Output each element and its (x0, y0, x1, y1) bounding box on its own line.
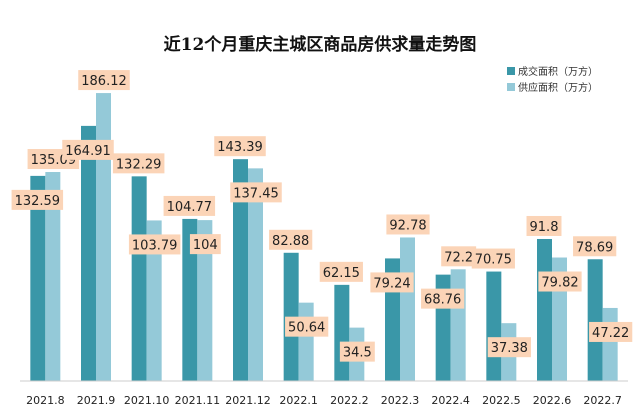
x-tick-2021.12: 2021.12 (225, 394, 271, 407)
x-tick-2021.9: 2021.9 (77, 394, 116, 407)
data-label-supply-2021.9-bg (78, 70, 130, 91)
bar-transaction-2022.5 (486, 271, 502, 381)
data-label-supply-2022.6: 79.82 (541, 276, 578, 291)
data-label-transaction-2022.2-bg (319, 261, 363, 282)
bar-supply-2021.9 (96, 93, 111, 381)
data-label-supply-2021.11-bg (189, 234, 221, 255)
bar-supply-2022.1 (298, 302, 314, 381)
data-label-transaction-2021.9-bg (62, 139, 114, 160)
legend-label-supply: 供应面积（万方） (518, 81, 598, 94)
data-label-transaction-2022.3-bg (370, 272, 414, 293)
x-tick-2022.1: 2022.1 (279, 394, 318, 407)
bar-transaction-2021.9 (81, 125, 96, 381)
data-label-supply-2021.12: 137.45 (233, 186, 279, 201)
x-axis-ticks: 2021.8 2021.9 2021.10 2021.11 2021.12 2022.1 2… (26, 394, 622, 407)
data-label-transaction-2022.2: 62.15 (323, 266, 360, 281)
data-label-supply-2022.1: 50.64 (288, 321, 325, 336)
data-label-supply-2022.7: 47.22 (592, 326, 629, 341)
data-label-transaction-2022.5-bg (471, 248, 515, 269)
legend-swatch-transaction (507, 67, 515, 75)
data-label-transaction-2021.12: 143.39 (217, 140, 263, 155)
data-label-transaction-2022.1: 82.88 (272, 234, 309, 249)
data-label-supply-2022.6-bg (538, 271, 582, 292)
data-label-transaction-2022.6-bg (526, 215, 562, 236)
x-tick-2022.5: 2022.5 (482, 394, 521, 407)
data-label-supply-2022.1-bg (285, 316, 329, 337)
bar-transaction-2021.8 (30, 175, 46, 381)
data-label-transaction-2021.9: 164.91 (65, 144, 111, 159)
x-tick-2021.8: 2021.8 (26, 394, 65, 407)
chart-title: 近12个月重庆主城区商品房供求量走势图 (164, 34, 477, 55)
data-label-supply-2021.12-bg (230, 182, 282, 203)
data-label-transaction-2022.7-bg (573, 236, 617, 257)
data-label-supply-2022.5-bg (487, 337, 531, 358)
x-tick-2022.2: 2022.2 (330, 394, 369, 407)
data-label-supply-2021.10-bg (128, 234, 181, 255)
bar-supply-2021.12 (248, 168, 263, 381)
data-label-transaction-2022.4: 68.76 (424, 293, 461, 308)
bar-supply-2021.11 (197, 220, 213, 381)
bar-transaction-2021.10 (131, 176, 147, 381)
data-label-supply-2022.4-bg (441, 246, 477, 267)
data-label-supply-2022.4: 72.2 (444, 250, 473, 265)
x-tick-2022.3: 2022.3 (381, 394, 420, 407)
x-tick-2022.7: 2022.7 (583, 394, 622, 407)
data-label-supply-2021.11: 104 (193, 238, 218, 253)
data-label-supply-2022.2-bg (339, 341, 375, 362)
data-label-transaction-2022.6: 91.8 (530, 220, 559, 235)
bar-transaction-2022.7 (587, 259, 603, 381)
legend-label-transaction: 成交面积（万方） (518, 65, 598, 78)
data-label-supply-2022.3-bg (386, 214, 430, 235)
data-label-supply-2022.2: 34.5 (343, 346, 372, 361)
bar-supply-2022.3 (400, 237, 415, 381)
x-tick-2021.10: 2021.10 (124, 394, 170, 407)
data-label-transaction-2021.12-bg (214, 136, 266, 157)
data-labels: 132.59135.09164.91186.12132.29103.79104.… (11, 70, 633, 362)
x-tick-2021.11: 2021.11 (175, 394, 221, 407)
data-label-supply-2021.10: 103.79 (132, 238, 178, 253)
x-tick-2022.4: 2022.4 (431, 394, 470, 407)
legend: 成交面积（万方） 供应面积（万方） (507, 65, 598, 94)
data-label-transaction-2021.8: 132.59 (15, 194, 61, 209)
bar-transaction-2022.6 (537, 238, 552, 381)
data-label-supply-2021.9: 186.12 (81, 74, 127, 89)
legend-swatch-supply (507, 83, 515, 91)
bar-transaction-2021.11 (182, 218, 198, 381)
bar-supply-2022.4 (450, 269, 466, 381)
data-label-transaction-2021.8-bg (11, 189, 64, 210)
bar-transaction-2022.2 (334, 284, 350, 381)
data-label-transaction-2022.4-bg (421, 288, 465, 309)
data-label-transaction-2021.11: 104.77 (167, 200, 213, 215)
data-label-transaction-2021.10-bg (112, 153, 165, 174)
bar-supply-2021.8 (45, 172, 61, 381)
bar-supply-2021.10 (146, 220, 162, 381)
data-label-transaction-2022.1-bg (269, 229, 313, 250)
data-label-transaction-2022.5: 70.75 (475, 253, 512, 268)
data-label-transaction-2022.7: 78.69 (576, 240, 613, 255)
bar-supply-2022.7 (602, 307, 618, 381)
data-label-supply-2022.3: 92.78 (389, 218, 426, 233)
x-tick-2022.6: 2022.6 (533, 394, 572, 407)
data-label-supply-2022.5: 37.38 (491, 341, 528, 356)
data-label-transaction-2021.10: 132.29 (116, 157, 162, 172)
bar-transaction-2021.12 (233, 159, 248, 381)
data-label-supply-2022.7-bg (589, 321, 633, 342)
data-label-transaction-2022.3: 79.24 (373, 276, 410, 291)
data-label-transaction-2021.11-bg (163, 195, 216, 216)
